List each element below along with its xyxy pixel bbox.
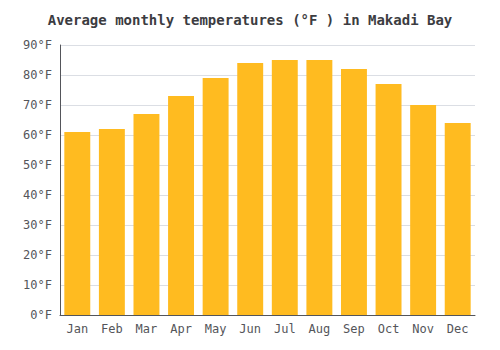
svg-text:Apr: Apr (170, 322, 192, 336)
svg-text:60°F: 60°F (23, 128, 52, 142)
svg-text:Aug: Aug (309, 322, 331, 336)
svg-text:May: May (205, 322, 227, 336)
svg-text:Average monthly temperatures (: Average monthly temperatures (°F ) in Ma… (48, 12, 453, 28)
svg-text:90°F: 90°F (23, 38, 52, 52)
svg-text:Sep: Sep (343, 322, 365, 336)
svg-text:Jan: Jan (66, 322, 88, 336)
svg-text:50°F: 50°F (23, 158, 52, 172)
svg-text:20°F: 20°F (23, 248, 52, 262)
svg-text:0°F: 0°F (30, 308, 52, 322)
svg-text:Dec: Dec (447, 322, 469, 336)
svg-text:10°F: 10°F (23, 278, 52, 292)
svg-text:Feb: Feb (101, 322, 123, 336)
svg-text:Oct: Oct (378, 322, 400, 336)
svg-text:Jul: Jul (274, 322, 296, 336)
svg-text:Mar: Mar (136, 322, 158, 336)
svg-text:80°F: 80°F (23, 68, 52, 82)
svg-text:Nov: Nov (412, 322, 434, 336)
svg-text:Jun: Jun (239, 322, 261, 336)
svg-text:40°F: 40°F (23, 188, 52, 202)
svg-text:70°F: 70°F (23, 98, 52, 112)
svg-text:30°F: 30°F (23, 218, 52, 232)
